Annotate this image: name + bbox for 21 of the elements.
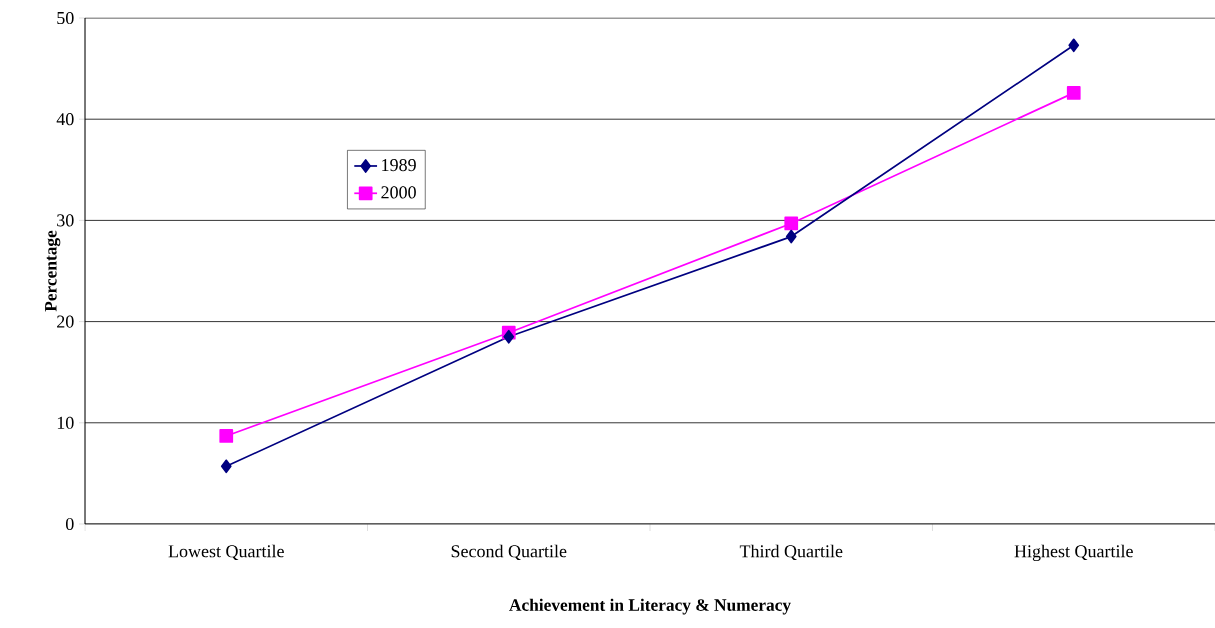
x-tick-label: Lowest Quartile xyxy=(168,544,284,561)
point xyxy=(220,459,232,474)
legend-label: 2000 xyxy=(381,186,416,199)
y-tick-label: 20 xyxy=(57,315,74,328)
x-axis-title: Achievement in Literacy & Numeracy xyxy=(509,598,791,615)
point xyxy=(785,229,797,244)
point xyxy=(1066,86,1081,100)
y-tick-label: 30 xyxy=(57,214,74,227)
y-tick-label: 10 xyxy=(57,416,74,429)
point xyxy=(784,216,799,231)
y-axis-title: Percentage xyxy=(45,230,61,312)
x-tick-label: Highest Quartile xyxy=(1014,544,1133,562)
legend-label: 1989 xyxy=(382,158,416,172)
x-tick-label: Third Quartile xyxy=(739,544,843,561)
y-tick-label: 0 xyxy=(65,517,74,531)
y-tick-label: 50 xyxy=(57,11,74,25)
point xyxy=(1068,38,1080,53)
y-tick-label: 40 xyxy=(56,113,74,126)
point xyxy=(219,429,234,443)
point xyxy=(503,329,515,344)
x-tick-label: Second Quartile xyxy=(451,544,567,561)
